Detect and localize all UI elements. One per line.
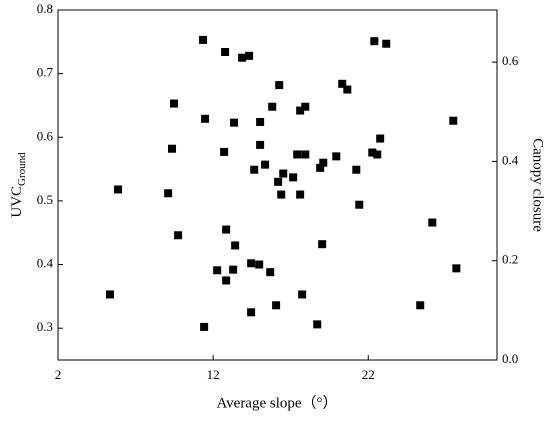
y-label-main: UVC	[9, 186, 25, 218]
point	[255, 260, 264, 269]
point	[277, 190, 286, 199]
point	[343, 85, 352, 94]
point	[220, 147, 229, 156]
y-label-sub: Ground	[16, 152, 28, 186]
point	[174, 231, 183, 240]
y-tick-label: 0.6	[37, 128, 54, 143]
point	[170, 99, 179, 108]
y2-tick-label: 0.4	[502, 152, 519, 167]
point	[301, 150, 310, 159]
point	[238, 53, 247, 62]
point	[221, 48, 230, 56]
point	[164, 189, 173, 198]
point	[355, 200, 364, 209]
point	[301, 102, 310, 111]
point	[319, 158, 328, 167]
y-tick-label: 0.4	[37, 256, 54, 271]
y2-tick-label: 0.2	[502, 252, 518, 267]
point	[296, 190, 305, 199]
y-axis-label: UVCGround	[9, 152, 27, 218]
point	[222, 225, 231, 234]
point	[449, 116, 458, 125]
point	[416, 301, 425, 310]
point	[296, 106, 305, 115]
point	[452, 264, 461, 273]
point	[289, 173, 298, 182]
point	[222, 276, 231, 285]
point	[247, 259, 256, 268]
x-tick-label: 12	[207, 367, 220, 382]
point	[256, 118, 265, 126]
point	[316, 163, 325, 172]
point	[318, 240, 327, 249]
y-tick-label: 0.8	[37, 1, 53, 16]
point	[261, 160, 270, 169]
y2-tick-label: 0.6	[502, 53, 519, 68]
point	[382, 39, 391, 48]
point	[250, 165, 259, 174]
point	[201, 114, 210, 123]
point	[279, 169, 288, 178]
point	[428, 218, 437, 227]
point	[352, 165, 361, 174]
y-tick-label: 0.3	[37, 319, 53, 334]
point	[332, 152, 341, 161]
point	[338, 79, 347, 88]
point	[266, 268, 275, 277]
point	[376, 134, 385, 143]
x-axis-label: Average slope（°）	[216, 394, 337, 411]
point	[274, 177, 283, 186]
point	[272, 301, 281, 310]
point	[293, 150, 302, 159]
point	[298, 290, 307, 299]
y-tick-label: 0.7	[37, 65, 54, 80]
y2-axis-label: Canopy closure	[530, 138, 546, 232]
point	[105, 290, 114, 299]
point	[245, 51, 254, 60]
point	[114, 185, 123, 194]
point	[213, 266, 222, 275]
point	[200, 322, 209, 331]
point	[275, 81, 284, 90]
x-tick-label: 2	[55, 367, 62, 382]
plot-frame	[57, 9, 498, 361]
point	[373, 150, 382, 159]
y2-tick-label: 0.0	[502, 351, 518, 366]
point	[229, 265, 238, 274]
point	[313, 320, 322, 329]
point	[368, 148, 377, 157]
point	[230, 118, 239, 127]
point	[268, 102, 277, 111]
point	[247, 308, 256, 317]
point	[231, 241, 240, 250]
point	[199, 35, 208, 44]
y-tick-label: 0.5	[37, 192, 53, 207]
x-tick-label: 22	[362, 367, 375, 382]
point	[168, 144, 177, 153]
point	[370, 37, 379, 46]
point	[256, 140, 265, 149]
